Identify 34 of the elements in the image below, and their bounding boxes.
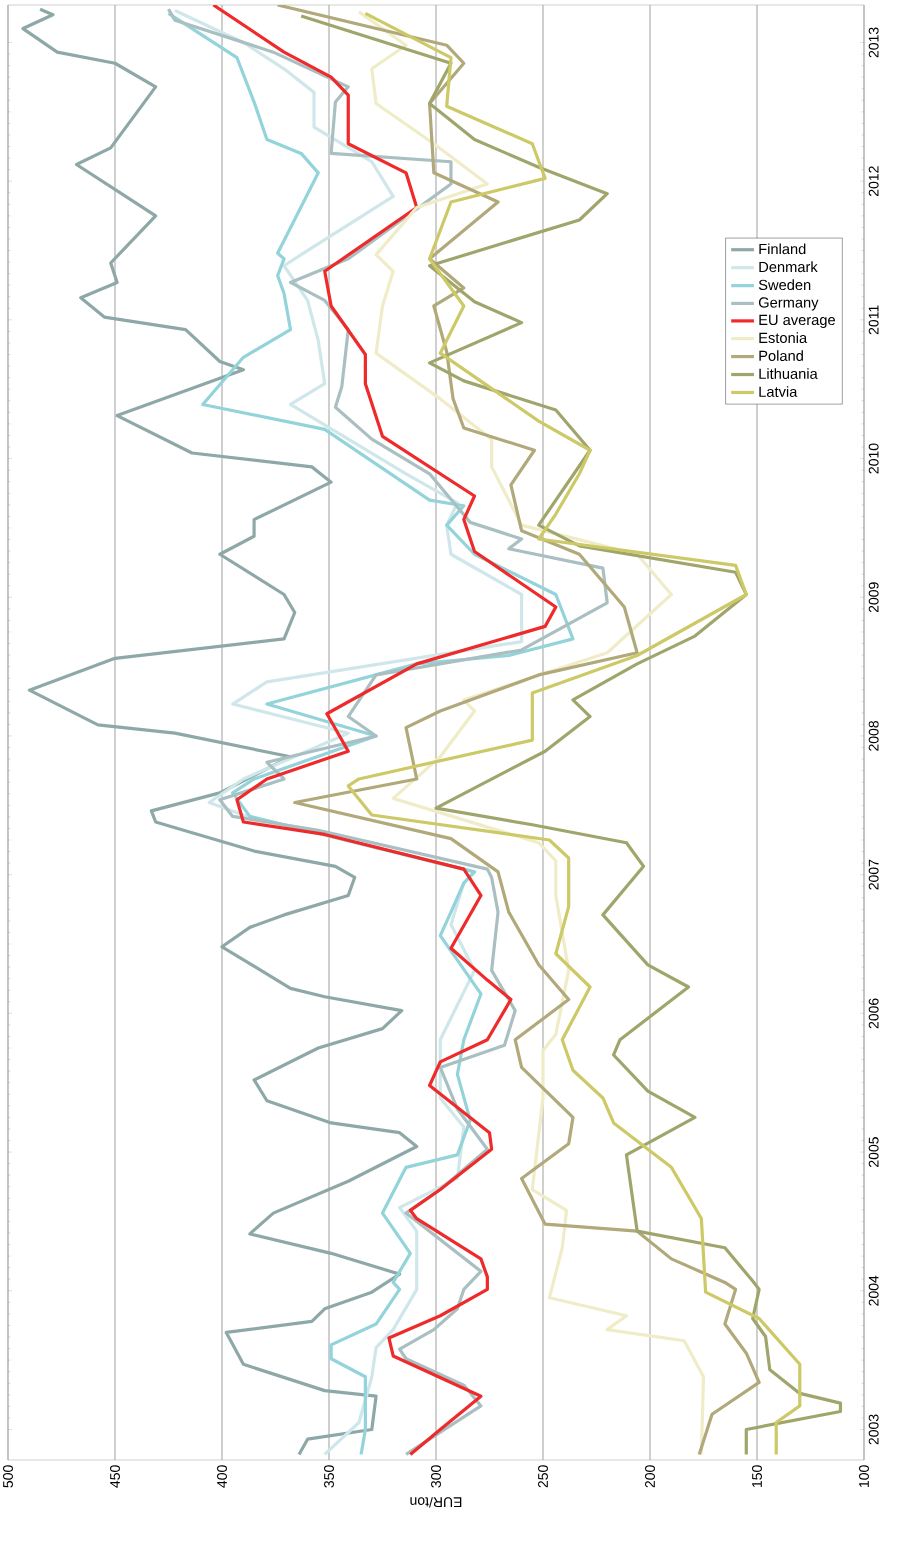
- line-series: [299, 14, 843, 1457]
- y-tick-label: 2005: [868, 1137, 879, 1167]
- x-tick-label: 150: [752, 1465, 762, 1487]
- line-series: [21, 7, 419, 1457]
- line-series: [276, 5, 761, 1457]
- y-tick-label: 2007: [868, 859, 879, 890]
- x-tick-label: 350: [324, 1465, 334, 1488]
- x-tick-label: 250: [538, 1465, 548, 1488]
- line-series: [211, 5, 558, 1457]
- y-tick-label: 2003: [868, 1414, 879, 1445]
- y-tick-label: 2012: [868, 166, 879, 197]
- legend-label: Poland: [759, 350, 803, 362]
- y-tick-label: 2009: [868, 582, 879, 613]
- x-tick-label: 200: [645, 1465, 655, 1488]
- y-tick-label: 2013: [868, 27, 879, 58]
- x-axis-title: EUR/ton: [410, 1497, 462, 1508]
- y-tick-label: 2010: [868, 443, 879, 474]
- legend-label: Denmark: [759, 261, 818, 273]
- y-tick-label: 2006: [868, 998, 879, 1029]
- legend-label: Latvia: [759, 386, 798, 397]
- x-tick-label: 500: [3, 1465, 13, 1488]
- legend-label: Finland: [759, 243, 806, 255]
- x-tick-label: 450: [110, 1465, 120, 1488]
- legend-label: Lithuania: [759, 368, 818, 379]
- y-tick-label: 2011: [868, 305, 879, 335]
- legend-label: EU average: [759, 314, 835, 328]
- y-tick-label: 2004: [868, 1275, 879, 1306]
- x-tick-label: 300: [431, 1465, 441, 1488]
- x-tick-label: 100: [859, 1465, 869, 1487]
- legend-label: Sweden: [758, 279, 811, 291]
- x-tick-label: 400: [217, 1465, 227, 1488]
- legend-label: Germany: [758, 297, 819, 311]
- legend-label: Estonia: [759, 332, 808, 344]
- y-tick-label: 2008: [868, 721, 879, 751]
